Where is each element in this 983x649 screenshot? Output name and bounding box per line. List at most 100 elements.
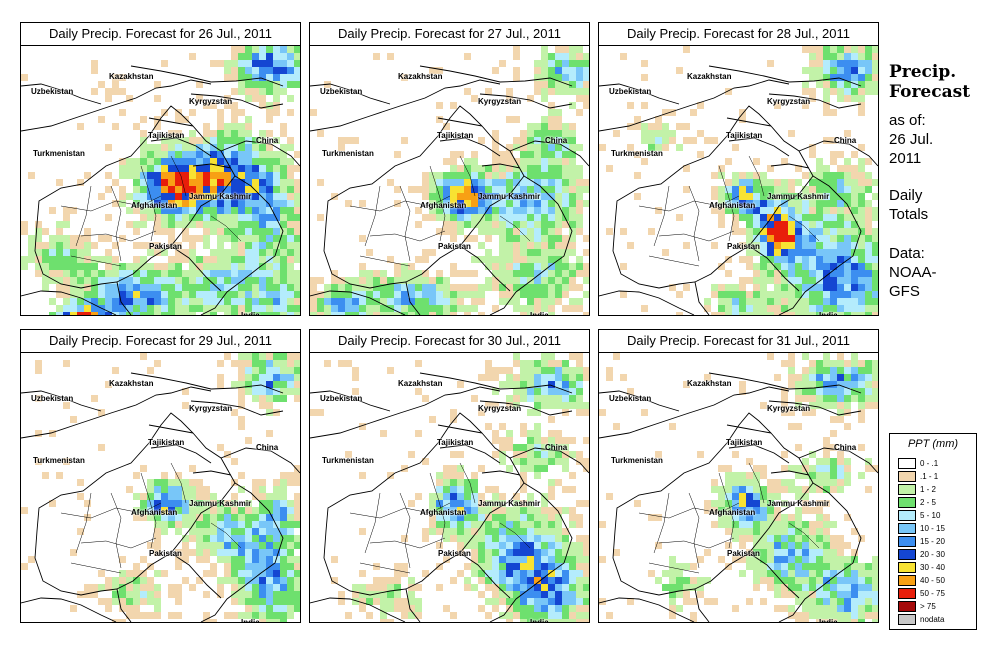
precip-cell — [788, 360, 795, 367]
precip-cell — [422, 570, 429, 577]
precip-cell — [555, 458, 562, 465]
precip-cell — [513, 395, 520, 402]
precip-cell — [63, 207, 70, 214]
precip-cell — [294, 256, 300, 263]
precip-cell — [436, 312, 443, 315]
precip-cell — [583, 437, 589, 444]
precip-cell — [534, 570, 541, 577]
precip-cell — [851, 228, 858, 235]
precip-cell — [506, 186, 513, 193]
precip-cell — [802, 284, 809, 291]
precip-cell — [287, 353, 294, 360]
precip-cell — [520, 200, 527, 207]
precip-cell — [795, 493, 802, 500]
precip-cell — [809, 235, 816, 242]
precip-cell — [669, 284, 676, 291]
precip-cell — [196, 235, 203, 242]
precip-cell — [851, 263, 858, 270]
precip-cell — [245, 158, 252, 165]
precip-cell — [259, 374, 266, 381]
precip-cell — [168, 500, 175, 507]
precip-cell — [231, 88, 238, 95]
precip-cell — [527, 388, 534, 395]
precip-cell — [77, 312, 84, 315]
precip-cell — [154, 514, 161, 521]
legend-swatch — [898, 549, 916, 560]
precip-cell — [217, 158, 224, 165]
precip-cell — [70, 263, 77, 270]
precip-cell — [499, 186, 506, 193]
precip-cell — [513, 158, 520, 165]
precip-cell — [273, 514, 280, 521]
precip-cell — [324, 298, 331, 305]
precip-cell — [655, 123, 662, 130]
precip-cell — [245, 612, 252, 619]
precip-cell — [217, 514, 224, 521]
precip-cell — [555, 577, 562, 584]
precip-cell — [830, 556, 837, 563]
precip-cell — [203, 158, 210, 165]
precip-cell — [112, 284, 119, 291]
precip-cell — [802, 486, 809, 493]
precip-cell — [273, 500, 280, 507]
precip-cell — [823, 577, 830, 584]
precip-cell — [140, 298, 147, 305]
precip-cell — [287, 172, 294, 179]
precip-cell — [506, 521, 513, 528]
precip-cell — [359, 570, 366, 577]
precip-cell — [767, 535, 774, 542]
precip-cell — [837, 486, 844, 493]
precip-cell — [485, 521, 492, 528]
precip-cell — [98, 444, 105, 451]
precip-cell — [851, 88, 858, 95]
precip-cell — [492, 277, 499, 284]
precip-cell — [534, 242, 541, 249]
precip-cell — [259, 479, 266, 486]
precip-cell — [196, 535, 203, 542]
precip-cell — [548, 402, 555, 409]
precip-cell — [527, 409, 534, 416]
precip-cell — [527, 144, 534, 151]
precip-cell — [450, 186, 457, 193]
precip-cell — [548, 493, 555, 500]
precip-cell — [387, 277, 394, 284]
precip-cell — [168, 165, 175, 172]
precip-cell — [562, 549, 569, 556]
precip-cell — [506, 207, 513, 214]
precip-cell — [266, 200, 273, 207]
precip-cell — [837, 395, 844, 402]
precip-cell — [252, 151, 259, 158]
precip-cell — [562, 46, 569, 53]
precip-cell — [499, 60, 506, 67]
precip-cell — [851, 151, 858, 158]
precip-cell — [872, 360, 878, 367]
precip-cell — [203, 277, 210, 284]
precip-cell — [844, 479, 851, 486]
precip-cell — [422, 193, 429, 200]
precip-cell — [865, 235, 872, 242]
precip-cell — [182, 388, 189, 395]
precip-cell — [478, 172, 485, 179]
precip-cell — [331, 284, 338, 291]
precip-cell — [266, 291, 273, 298]
precip-cell — [294, 60, 300, 67]
precip-cell — [210, 186, 217, 193]
province-line — [399, 492, 411, 569]
province-line — [140, 472, 157, 549]
precip-cell — [478, 514, 485, 521]
precip-cell — [252, 95, 259, 102]
precip-cell — [774, 193, 781, 200]
precip-cell — [464, 514, 471, 521]
precip-cell — [844, 612, 851, 619]
precip-cell — [774, 256, 781, 263]
precip-cell — [541, 256, 548, 263]
precip-cell — [287, 598, 294, 605]
precip-cell — [802, 277, 809, 284]
precip-cell — [287, 214, 294, 221]
precip-cell — [415, 277, 422, 284]
precip-cell — [450, 291, 457, 298]
precip-cell — [569, 402, 576, 409]
precip-cell — [872, 305, 878, 312]
precip-cell — [154, 312, 161, 315]
precip-cell — [492, 305, 499, 312]
